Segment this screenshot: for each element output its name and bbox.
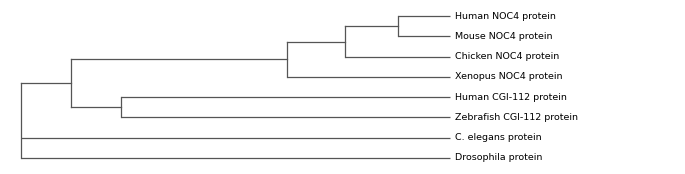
Text: Human CGI-112 protein: Human CGI-112 protein	[455, 93, 566, 102]
Text: Human NOC4 protein: Human NOC4 protein	[455, 12, 556, 21]
Text: Zebrafish CGI-112 protein: Zebrafish CGI-112 protein	[455, 113, 578, 122]
Text: Drosophila protein: Drosophila protein	[455, 153, 543, 162]
Text: Chicken NOC4 protein: Chicken NOC4 protein	[455, 52, 559, 61]
Text: C. elegans protein: C. elegans protein	[455, 133, 541, 142]
Text: Xenopus NOC4 protein: Xenopus NOC4 protein	[455, 72, 562, 81]
Text: Mouse NOC4 protein: Mouse NOC4 protein	[455, 32, 552, 41]
